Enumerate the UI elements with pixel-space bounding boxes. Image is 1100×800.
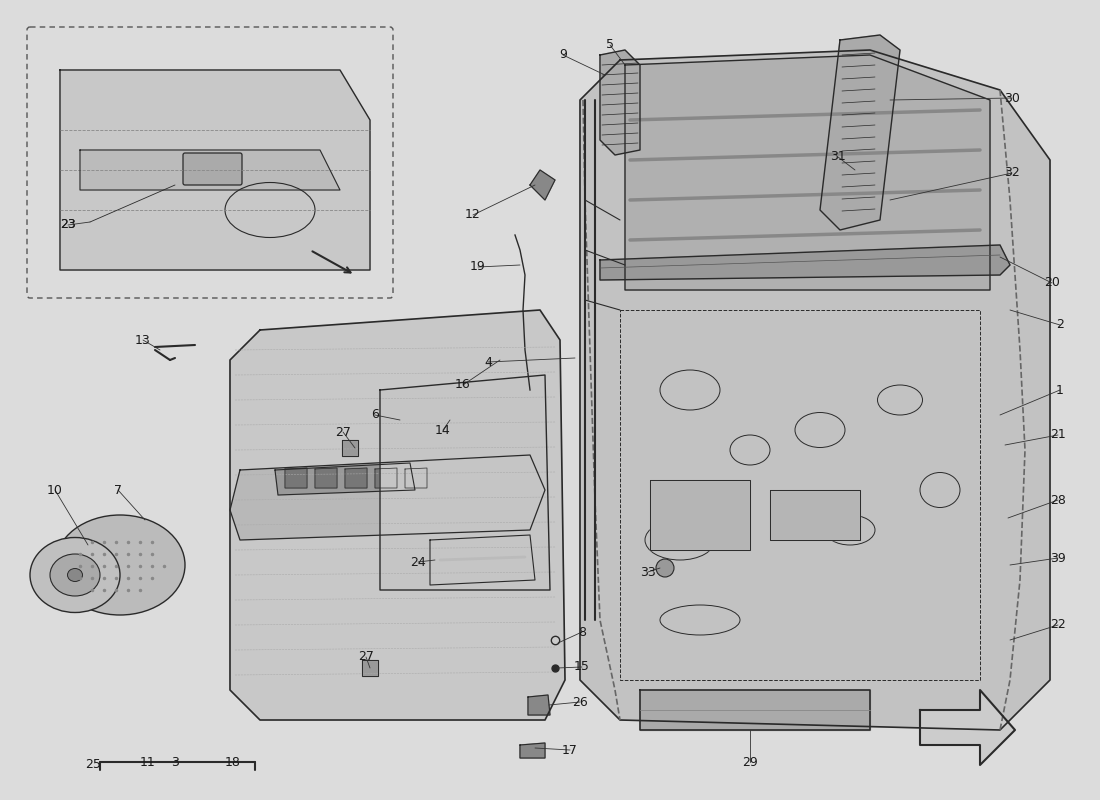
Text: 28: 28 [1050,494,1066,506]
Text: 32: 32 [1004,166,1020,179]
Text: 15: 15 [574,661,590,674]
Text: 25: 25 [85,758,101,771]
Text: 19: 19 [470,261,486,274]
Polygon shape [285,468,307,488]
Polygon shape [230,310,565,720]
Text: 23: 23 [60,218,76,231]
Text: 24: 24 [410,555,426,569]
Text: 20: 20 [1044,277,1060,290]
Polygon shape [650,480,750,550]
Ellipse shape [55,515,185,615]
Text: 5: 5 [606,38,614,51]
Text: 12: 12 [465,209,481,222]
Text: 23: 23 [60,218,76,231]
Polygon shape [342,440,358,456]
Polygon shape [230,455,544,540]
Polygon shape [625,55,990,290]
FancyBboxPatch shape [183,153,242,185]
Polygon shape [528,695,550,715]
Ellipse shape [30,538,120,613]
Text: 22: 22 [1050,618,1066,631]
Polygon shape [430,535,535,585]
Text: 4: 4 [484,355,492,369]
Polygon shape [375,468,397,488]
Text: 13: 13 [135,334,151,346]
Polygon shape [405,468,427,488]
Polygon shape [345,468,367,488]
Text: 17: 17 [562,743,578,757]
Text: 31: 31 [830,150,846,163]
Text: 30: 30 [1004,91,1020,105]
Text: 27: 27 [336,426,351,438]
Polygon shape [379,375,550,590]
Polygon shape [520,743,544,758]
FancyBboxPatch shape [28,27,393,298]
Text: 27: 27 [359,650,374,663]
Polygon shape [362,660,378,676]
Polygon shape [60,70,370,270]
Polygon shape [530,170,556,200]
Polygon shape [770,490,860,540]
Text: 26: 26 [572,695,587,709]
Text: 39: 39 [1050,551,1066,565]
Polygon shape [315,468,337,488]
Text: 10: 10 [47,483,63,497]
Text: 11: 11 [140,757,156,770]
Polygon shape [600,50,640,155]
Ellipse shape [656,559,674,577]
Polygon shape [275,463,415,495]
Ellipse shape [67,569,82,582]
Text: 21: 21 [1050,429,1066,442]
Polygon shape [600,245,1010,280]
Polygon shape [920,690,1015,765]
Text: 14: 14 [436,423,451,437]
Text: 8: 8 [578,626,586,638]
Text: 2: 2 [1056,318,1064,331]
Ellipse shape [50,554,100,596]
Text: 1: 1 [1056,383,1064,397]
Text: 6: 6 [371,409,378,422]
Polygon shape [580,50,1050,730]
Polygon shape [640,690,870,730]
Polygon shape [80,150,340,190]
Polygon shape [820,35,900,230]
Text: 33: 33 [640,566,656,578]
Text: 7: 7 [114,483,122,497]
Text: 16: 16 [455,378,471,391]
Text: 29: 29 [742,755,758,769]
Text: 3: 3 [172,755,179,769]
Text: 18: 18 [226,755,241,769]
Text: 9: 9 [559,49,566,62]
